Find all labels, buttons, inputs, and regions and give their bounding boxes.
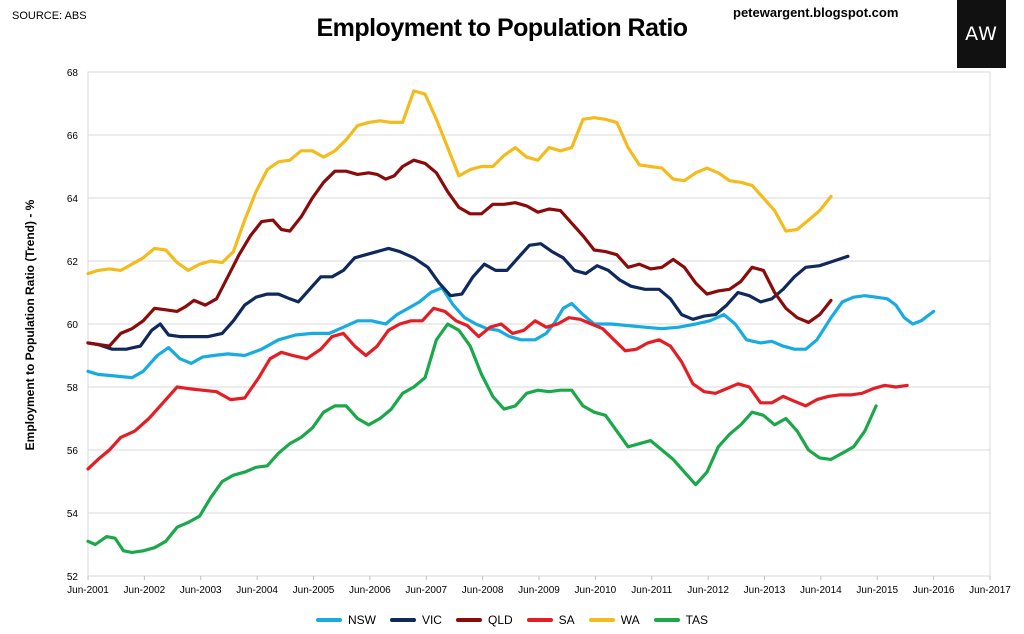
legend-swatch: [653, 618, 680, 622]
x-tick-labels: Jun-2001 Jun-2002 Jun-2003 Jun-2004 Jun-2005…: [67, 585, 1011, 596]
x-tick-label: Jun-2005: [293, 585, 335, 596]
y-tick-label: 54: [67, 509, 79, 520]
y-tick-label: 56: [67, 446, 79, 457]
y-tick-label: 68: [67, 68, 79, 79]
legend-label: SA: [558, 613, 575, 627]
y-tick-labels: 52 54 56 58 60 62 64 66 68: [67, 68, 79, 583]
x-tick-label: Jun-2017: [969, 585, 1011, 596]
x-tick-label: Jun-2012: [687, 585, 729, 596]
x-tick-label: Jun-2004: [236, 585, 278, 596]
y-tick-label: 64: [67, 194, 79, 205]
legend-item-nsw: NSW: [315, 613, 376, 627]
y-tick-label: 66: [67, 131, 79, 142]
x-tick-label: Jun-2007: [405, 585, 447, 596]
legend-item-sa: SA: [526, 613, 575, 627]
axes: [87, 71, 991, 580]
x-tick-label: Jun-2006: [349, 585, 391, 596]
legend-item-wa: WA: [588, 613, 640, 627]
x-tick-label: Jun-2001: [67, 585, 109, 596]
legend-label: NSW: [347, 613, 376, 627]
x-tick-label: Jun-2015: [856, 585, 898, 596]
legend-swatch: [389, 618, 416, 622]
x-tick-label: Jun-2003: [180, 585, 222, 596]
legend-label: QLD: [487, 613, 513, 627]
y-tick-label: 58: [67, 383, 79, 394]
series-line-sa: [86, 306, 909, 471]
y-tick-label: 60: [67, 320, 79, 331]
legend-label: WA: [620, 613, 640, 627]
x-tick-label: Jun-2008: [462, 585, 504, 596]
x-tick-label: Jun-2016: [913, 585, 955, 596]
legend-label: TAS: [685, 613, 709, 627]
x-tick-label: Jun-2009: [518, 585, 560, 596]
series-line-qld: [86, 158, 833, 348]
series-lines: [86, 89, 936, 554]
source-note: SOURCE: ABS: [12, 10, 87, 22]
legend-swatch: [588, 618, 615, 622]
x-tick-label: Jun-2013: [744, 585, 786, 596]
legend-item-qld: QLD: [455, 613, 513, 627]
legend: NSW VIC QLD SA WA TAS: [0, 613, 1024, 627]
y-tick-label: 62: [67, 257, 79, 268]
x-tick-label: Jun-2002: [124, 585, 166, 596]
legend-item-tas: TAS: [653, 613, 709, 627]
blog-url: petewargent.blogspot.com: [733, 5, 899, 20]
legend-swatch: [526, 618, 553, 622]
x-tick-label: Jun-2011: [631, 585, 672, 596]
aw-logo: AW: [957, 0, 1006, 68]
legend-swatch: [455, 618, 482, 622]
chart-title: Employment to Population Ratio: [316, 14, 688, 42]
y-tick-label: 52: [67, 572, 79, 583]
x-tick-label: Jun-2014: [800, 585, 842, 596]
series-line-nsw: [86, 286, 936, 380]
legend-item-vic: VIC: [389, 613, 442, 627]
series-line-tas: [86, 322, 878, 554]
legend-label: VIC: [421, 613, 442, 627]
series-line-wa: [86, 89, 833, 276]
legend-swatch: [315, 618, 342, 622]
x-tick-label: Jun-2010: [575, 585, 617, 596]
series-line-vic: [86, 242, 850, 351]
